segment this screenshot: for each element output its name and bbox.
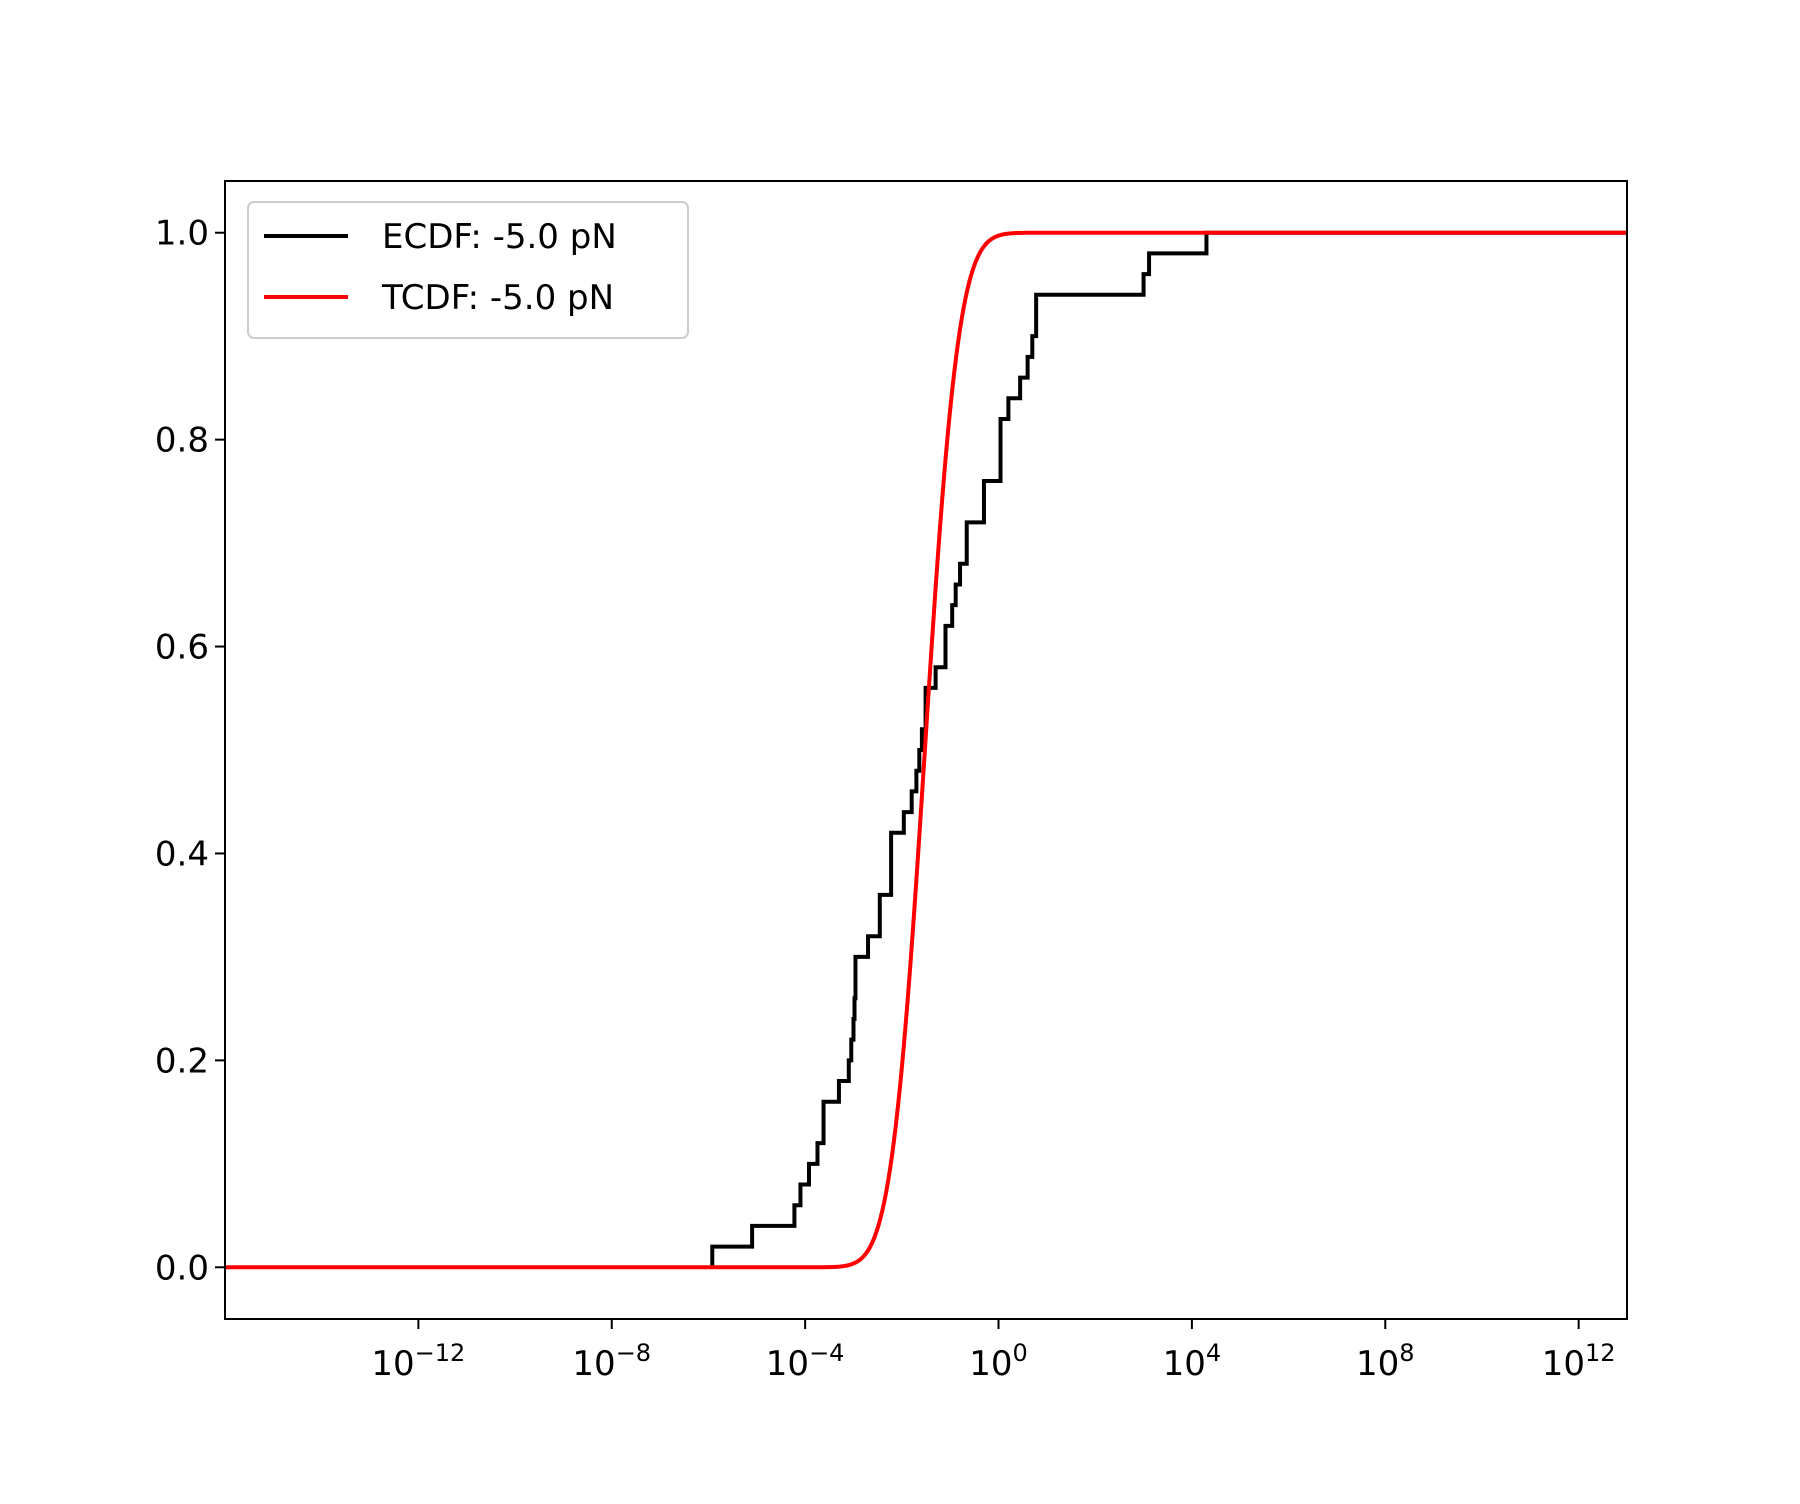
x-tick-label: 10−4 bbox=[766, 1339, 845, 1384]
x-tick-exponent: 4 bbox=[1206, 1339, 1221, 1367]
x-tick-label: 108 bbox=[1356, 1339, 1415, 1384]
x-tick-label: 10−8 bbox=[572, 1339, 651, 1384]
x-tick-base: 10 bbox=[1356, 1344, 1399, 1384]
y-tick-label: 0.8 bbox=[155, 421, 209, 461]
y-tick-label: 0.4 bbox=[155, 834, 209, 874]
x-tick-base: 10 bbox=[1542, 1344, 1585, 1384]
legend[interactable]: ECDF: -5.0 pN TCDF: -5.0 pN bbox=[247, 201, 689, 339]
y-tick-label: 0.0 bbox=[155, 1248, 209, 1288]
x-tick-base: 10 bbox=[572, 1344, 615, 1384]
x-tick-exponent: 0 bbox=[1013, 1339, 1028, 1367]
legend-label: TCDF: -5.0 pN bbox=[381, 278, 614, 318]
y-tick-label: 0.6 bbox=[155, 628, 209, 668]
x-tick-exponent: −4 bbox=[809, 1339, 844, 1367]
y-tick-label: 0.2 bbox=[155, 1041, 209, 1081]
x-tick-base: 10 bbox=[969, 1344, 1012, 1384]
legend-box bbox=[247, 201, 689, 339]
series-line-tcdf bbox=[225, 230, 1627, 1270]
x-tick-label: 100 bbox=[969, 1339, 1028, 1384]
plot-frame bbox=[224, 180, 1628, 1320]
x-tick-base: 10 bbox=[766, 1344, 809, 1384]
x-tick-label: 1012 bbox=[1542, 1339, 1616, 1384]
x-tick-exponent: −8 bbox=[616, 1339, 651, 1367]
series-line-ecdf bbox=[710, 230, 1627, 1268]
plot-area bbox=[225, 230, 1627, 1270]
y-tick-label: 1.0 bbox=[155, 214, 209, 254]
axes: 0.00.20.40.60.81.010−12 10−8 10−4 100 104 108… bbox=[155, 214, 1616, 1384]
x-tick-base: 10 bbox=[371, 1344, 414, 1384]
x-tick-label: 104 bbox=[1163, 1339, 1222, 1384]
x-tick-label: 10−12 bbox=[371, 1339, 465, 1384]
x-tick-exponent: 8 bbox=[1399, 1339, 1414, 1367]
x-tick-base: 10 bbox=[1163, 1344, 1206, 1384]
x-tick-exponent: −12 bbox=[415, 1339, 466, 1367]
legend-label: ECDF: -5.0 pN bbox=[382, 217, 617, 257]
x-tick-exponent: 12 bbox=[1585, 1339, 1616, 1367]
